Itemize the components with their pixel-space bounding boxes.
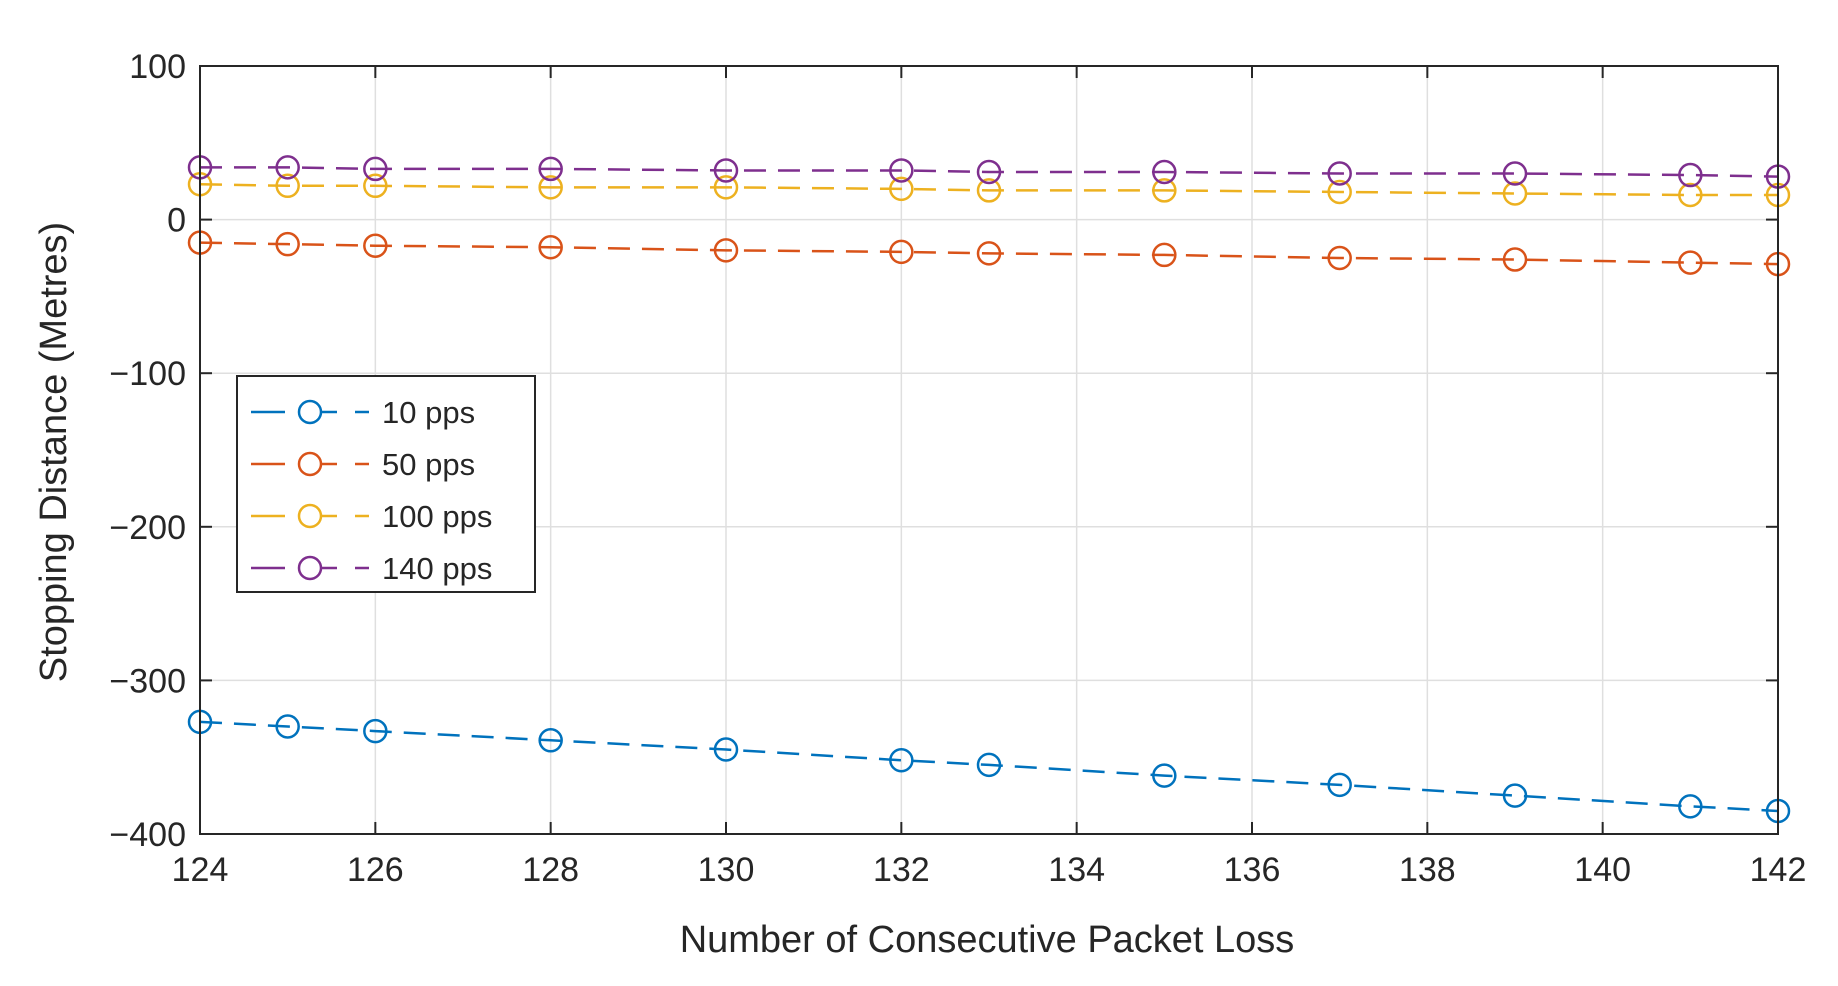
data-point [1327, 179, 1352, 205]
data-point [1678, 794, 1703, 819]
series-100-pps [187, 172, 1791, 208]
y-tick-label: −100 [109, 355, 186, 393]
series-layer [187, 155, 1791, 824]
series-line [200, 166, 1779, 178]
x-tick-labels: 124 126 128 130 132 134 136 138 140 142 [172, 851, 1807, 889]
data-point [976, 178, 1002, 203]
legend-label: 100 pps [382, 499, 492, 534]
data-point [1152, 159, 1177, 185]
legend-box [236, 375, 536, 593]
y-tick-label: −200 [109, 509, 186, 547]
ticks [199, 65, 1779, 835]
series-line [199, 241, 1779, 266]
series-10-pps [187, 709, 1791, 824]
x-tick-label: 124 [172, 851, 229, 889]
data-point [1502, 247, 1528, 272]
data-point [889, 176, 914, 202]
series-50-pps [187, 230, 1791, 277]
legend-marker [297, 503, 323, 529]
series-line [199, 720, 1779, 813]
data-point [1327, 772, 1352, 798]
x-axis-label: Number of Consecutive Packet Loss [680, 919, 1295, 961]
data-point [713, 737, 739, 762]
data-point [538, 728, 563, 753]
data-point [363, 156, 388, 182]
x-tick-label: 134 [1048, 851, 1105, 889]
legend-label: 10 pps [382, 395, 475, 430]
x-tick-label: 138 [1399, 851, 1456, 889]
data-point [1152, 178, 1177, 203]
y-axis-label: Stopping Distance (Metres) [33, 222, 75, 682]
y-tick-label: −400 [109, 816, 186, 854]
x-tick-label: 142 [1750, 851, 1807, 889]
data-point [1152, 242, 1177, 268]
data-point [976, 752, 1002, 778]
data-point [1678, 250, 1703, 275]
data-point [275, 231, 300, 257]
data-point [538, 234, 563, 260]
x-tick-label: 132 [873, 851, 930, 889]
y-tick-labels: −400 −300 −200 −100 0 100 [109, 48, 186, 854]
data-point [538, 156, 563, 182]
x-tick-label: 136 [1224, 851, 1281, 889]
data-point [1502, 161, 1528, 186]
legend-label: 140 pps [382, 551, 492, 586]
legend-item: 50 pps [251, 447, 475, 482]
legend-item: 10 pps [251, 395, 475, 430]
plot-frame [199, 65, 1779, 835]
series-line [199, 183, 1778, 197]
data-point [1327, 245, 1352, 271]
legend-item: 100 pps [251, 499, 492, 534]
data-point [713, 238, 739, 263]
x-tick-label: 140 [1574, 851, 1631, 889]
data-point [976, 241, 1002, 266]
data-point [713, 175, 739, 200]
x-tick-label: 130 [698, 851, 755, 889]
x-tick-label: 126 [347, 851, 404, 889]
data-point [363, 718, 388, 744]
data-point [363, 233, 388, 258]
data-point [889, 239, 914, 265]
data-point [275, 714, 300, 739]
y-tick-label: −300 [109, 662, 186, 700]
data-point [1502, 181, 1528, 206]
legend-marker [297, 555, 323, 581]
legend-item: 140 pps [251, 551, 492, 586]
legend: 10 pps 50 pps 100 pps 140 pps [236, 375, 536, 593]
legend-marker [297, 399, 323, 425]
data-point [275, 155, 300, 180]
data-point [538, 175, 563, 200]
data-point [713, 158, 739, 183]
data-point [363, 173, 388, 199]
legend-label: 50 pps [382, 447, 475, 482]
data-point [976, 159, 1002, 185]
data-point [889, 158, 914, 183]
legend-marker [297, 451, 323, 477]
y-tick-label: 0 [167, 202, 186, 240]
data-point [1678, 162, 1703, 188]
data-point [275, 173, 300, 199]
data-point [1327, 161, 1352, 186]
data-point [889, 748, 914, 773]
data-point [1502, 783, 1528, 808]
data-point [1152, 763, 1177, 788]
x-tick-label: 128 [522, 851, 579, 889]
data-point [1678, 182, 1703, 208]
y-tick-label: 100 [129, 48, 186, 86]
